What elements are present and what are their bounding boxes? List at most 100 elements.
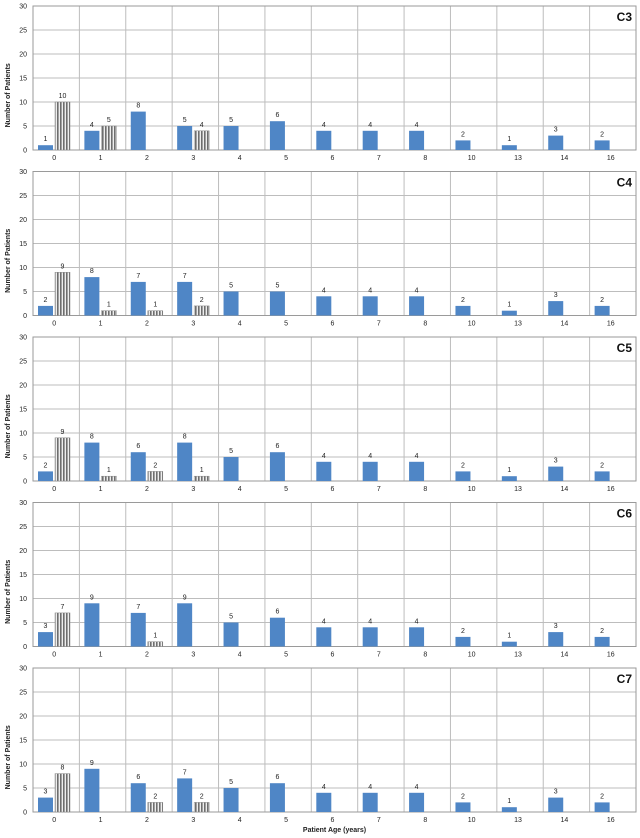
bar-solid [409, 296, 425, 316]
x-tick-label: 14 [561, 817, 569, 824]
data-label: 10 [59, 93, 67, 100]
y-axis-title: Number of Patients [5, 560, 12, 624]
bar-solid [362, 461, 378, 481]
y-tick-label: 15 [19, 407, 27, 414]
x-tick-label: 7 [377, 652, 381, 659]
x-tick-label: 14 [561, 155, 569, 162]
bar-solid [223, 126, 239, 150]
data-label: 8 [90, 268, 94, 275]
data-label: 3 [554, 789, 558, 796]
data-label: 4 [415, 122, 419, 129]
data-label: 2 [600, 628, 604, 635]
data-label: 4 [322, 618, 326, 625]
x-tick-label: 2 [145, 817, 149, 824]
bar-solid [177, 126, 193, 150]
y-tick-label: 5 [23, 620, 27, 627]
data-label: 4 [200, 122, 204, 129]
bar-solid [316, 130, 332, 150]
x-tick-label: 10 [468, 652, 476, 659]
y-tick-label: 25 [19, 28, 27, 35]
data-label: 2 [461, 462, 465, 469]
plot-frame [32, 336, 637, 482]
data-label: 2 [153, 462, 157, 469]
x-tick-label: 2 [145, 321, 149, 328]
data-label: 5 [229, 614, 233, 621]
data-label: 8 [136, 103, 140, 110]
y-tick-label: 10 [19, 431, 27, 438]
bar-solid [455, 636, 471, 647]
bar-solid [409, 461, 425, 481]
data-label: 9 [183, 594, 187, 601]
data-label: 5 [229, 448, 233, 455]
bar-striped [147, 641, 164, 647]
data-label: 4 [415, 784, 419, 791]
x-tick-label: 7 [377, 155, 381, 162]
bar-solid [38, 471, 53, 481]
data-label: 1 [107, 467, 111, 474]
x-tick-label: 5 [284, 155, 288, 162]
bar-solid [548, 301, 564, 316]
data-label: 5 [229, 283, 233, 290]
y-tick-label: 0 [23, 313, 27, 320]
data-label: 8 [61, 765, 65, 772]
data-label: 2 [44, 462, 48, 469]
data-label: 5 [275, 283, 279, 290]
y-tick-label: 0 [23, 479, 27, 486]
data-label: 8 [90, 434, 94, 441]
bar-solid [362, 627, 378, 647]
x-tick-label: 1 [99, 652, 103, 659]
bar-solid [594, 802, 610, 812]
panel-title: C3 [617, 10, 633, 24]
bar-striped [193, 475, 210, 482]
bar-solid [223, 788, 239, 812]
data-label: 4 [415, 618, 419, 625]
data-label: 5 [183, 117, 187, 124]
data-label: 9 [61, 429, 65, 436]
x-tick-label: 2 [145, 155, 149, 162]
data-label: 1 [507, 302, 511, 309]
y-tick-label: 0 [23, 148, 27, 155]
data-label: 4 [368, 618, 372, 625]
x-tick-label: 6 [331, 321, 335, 328]
bar-solid [501, 807, 517, 812]
bar-striped [54, 612, 71, 647]
x-tick-label: 7 [377, 321, 381, 328]
x-tick-label: 16 [607, 652, 615, 659]
x-tick-label: 8 [423, 652, 427, 659]
data-label: 6 [275, 774, 279, 781]
bar-solid [84, 130, 100, 150]
data-label: 2 [600, 462, 604, 469]
data-label: 5 [229, 779, 233, 786]
data-label: 1 [44, 136, 48, 143]
x-tick-label: 8 [423, 155, 427, 162]
bar-striped [147, 471, 164, 482]
x-tick-label: 5 [284, 321, 288, 328]
data-label: 4 [415, 287, 419, 294]
bar-striped [101, 125, 117, 151]
y-tick-label: 20 [19, 548, 27, 555]
bar-solid [501, 641, 517, 647]
data-label: 8 [183, 434, 187, 441]
bar-solid [84, 768, 100, 812]
x-tick-label: 10 [468, 321, 476, 328]
bar-solid [316, 627, 332, 647]
x-tick-label: 0 [52, 155, 56, 162]
bar-solid [223, 291, 239, 316]
bar-striped [54, 437, 71, 482]
bar-solid [594, 140, 610, 150]
data-label: 3 [44, 789, 48, 796]
data-label: 4 [368, 784, 372, 791]
y-tick-label: 0 [23, 810, 27, 817]
bar-solid [269, 452, 285, 481]
data-label: 4 [368, 287, 372, 294]
data-label: 7 [136, 273, 140, 280]
y-tick-label: 5 [23, 786, 27, 793]
data-label: 1 [153, 302, 157, 309]
x-tick-label: 2 [145, 652, 149, 659]
bar-striped [54, 272, 71, 316]
bar-solid [362, 296, 378, 316]
bar-solid [130, 612, 146, 647]
bar-solid [177, 442, 193, 481]
